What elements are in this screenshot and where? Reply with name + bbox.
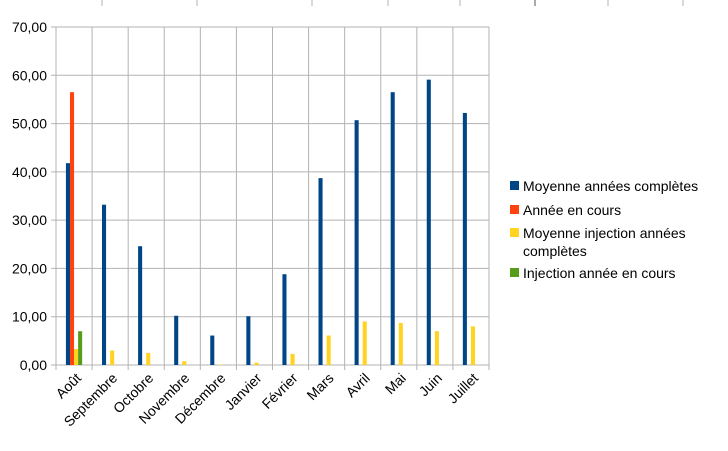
bar-moyenne-ann-es-compl-tes-3 (174, 316, 178, 365)
y-tick-labels: 0,00 10,00 20,00 30,00 40,00 50,00 60,00 70,00 (12, 19, 47, 373)
bar-moyenne-injection-ann-es-compl-tes-11 (471, 326, 475, 365)
bar-moyenne-ann-es-compl-tes-5 (246, 316, 250, 365)
bar-moyenne-ann-es-compl-tes-1 (102, 205, 106, 365)
x-tick-label: Juillet (444, 370, 481, 407)
bar-moyenne-injection-ann-es-compl-tes-6 (291, 354, 295, 365)
bar-moyenne-ann-es-compl-tes-6 (282, 274, 286, 365)
y-tick-label: 50,00 (12, 116, 47, 132)
y-tick-label: 10,00 (12, 309, 47, 325)
bar-moyenne-ann-es-compl-tes-10 (427, 80, 431, 365)
y-tick-label: 40,00 (12, 164, 47, 180)
bar-moyenne-injection-ann-es-compl-tes-2 (146, 353, 150, 365)
bar-moyenne-injection-ann-es-compl-tes-0 (74, 349, 78, 365)
bar-moyenne-injection-ann-es-compl-tes-3 (182, 361, 186, 365)
bar-moyenne-injection-ann-es-compl-tes-7 (327, 336, 331, 365)
legend-swatch (510, 228, 519, 237)
x-tick-labels: AoûtSeptembreOctobreNovembreDécembreJanv… (52, 370, 481, 430)
bar-moyenne-ann-es-compl-tes-11 (463, 113, 467, 365)
bars (66, 80, 475, 365)
bar-moyenne-ann-es-compl-tes-0 (66, 163, 70, 365)
bar-moyenne-ann-es-compl-tes-8 (355, 120, 359, 365)
y-tick-label: 70,00 (12, 19, 47, 35)
legend-label: Injection année en cours (523, 265, 676, 281)
bar-moyenne-injection-ann-es-compl-tes-5 (254, 363, 258, 365)
legend-swatch (510, 181, 519, 190)
legend-swatch (510, 268, 519, 277)
x-tick-label: Juin (416, 370, 445, 399)
x-tick-label: Mai (382, 370, 409, 397)
legend-label: Moyenne injection années (523, 225, 686, 241)
legend-label: Moyenne années complètes (523, 178, 698, 194)
legend-swatch (510, 205, 519, 214)
legend-label: complètes (523, 243, 587, 259)
bar-moyenne-ann-es-compl-tes-4 (210, 336, 214, 365)
bar-injection-ann-e-en-cours-0 (78, 331, 82, 365)
legend-label: Année en cours (523, 202, 621, 218)
y-tick-label: 60,00 (12, 67, 47, 83)
bar-moyenne-injection-ann-es-compl-tes-1 (110, 351, 114, 365)
y-tick-label: 30,00 (12, 212, 47, 228)
x-tick-label: Août (52, 370, 84, 402)
y-tick-label: 20,00 (12, 260, 47, 276)
legend: Moyenne années complètes Année en cours Mo… (510, 178, 698, 281)
bar-moyenne-ann-es-compl-tes-7 (319, 178, 323, 365)
y-tick-label: 0,00 (20, 357, 47, 373)
bar-ann-e-en-cours-0 (70, 92, 74, 365)
x-tick-label: Février (259, 370, 301, 412)
x-tick-label: Mars (303, 370, 336, 403)
bar-moyenne-injection-ann-es-compl-tes-9 (399, 323, 403, 365)
x-tick-label: Avril (342, 370, 372, 400)
bar-moyenne-ann-es-compl-tes-2 (138, 246, 142, 365)
x-tick-label: Janvier (221, 370, 264, 413)
bar-moyenne-injection-ann-es-compl-tes-10 (435, 331, 439, 365)
bar-moyenne-injection-ann-es-compl-tes-8 (363, 322, 367, 365)
bar-moyenne-ann-es-compl-tes-9 (391, 92, 395, 365)
